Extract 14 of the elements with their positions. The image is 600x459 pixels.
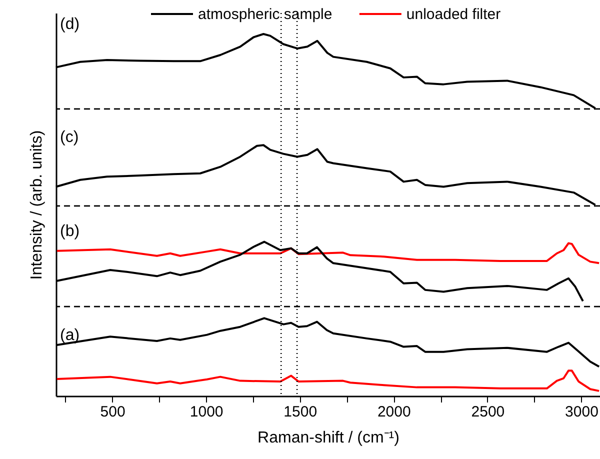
annotation: (a)	[60, 327, 80, 344]
x-axis-title: Raman-shift / (cm⁻¹)	[258, 430, 400, 446]
legend-label: atmospheric sample	[198, 6, 332, 23]
x-tick-label: 2000	[377, 404, 411, 420]
x-tick-label: 3000	[565, 404, 598, 420]
x-tick-label: 1500	[284, 404, 318, 420]
legend-label: unloaded filter	[406, 6, 501, 23]
annotation: (b)	[60, 223, 80, 240]
x-tick-label: 1000	[190, 404, 224, 420]
x-tick-label: 2500	[471, 404, 505, 420]
text: (d)	[60, 16, 80, 33]
annotation: (c)	[60, 129, 79, 146]
y-axis-title: Intensity / (arb. units)	[28, 130, 46, 280]
x-tick-label: 500	[100, 404, 126, 420]
